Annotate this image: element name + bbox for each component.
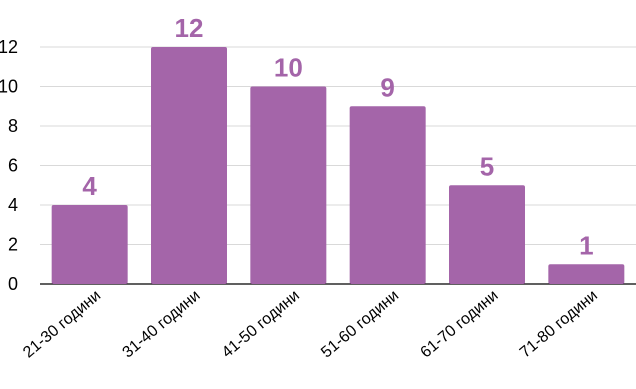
data-labels: 4 12 10 9 5 1 — [82, 13, 593, 260]
y-tick-label: 12 — [0, 37, 18, 57]
bar — [449, 185, 525, 284]
x-tick-label: 21-30 години — [20, 287, 104, 361]
x-tick-label: 61-70 години — [418, 287, 502, 361]
x-tick-label: 41-50 години — [219, 287, 303, 361]
y-tick-label: 6 — [8, 156, 18, 176]
data-label: 9 — [380, 72, 394, 102]
bar — [250, 86, 327, 284]
data-label: 1 — [579, 230, 593, 260]
x-tick-label: 31-40 години — [120, 287, 204, 361]
gridlines — [40, 46, 636, 285]
bar — [548, 264, 625, 284]
data-label: 10 — [274, 53, 303, 83]
x-tick-label: 51-60 години — [318, 287, 402, 361]
y-tick-label: 4 — [8, 195, 18, 215]
y-tick-label: 10 — [0, 77, 18, 97]
data-label: 4 — [82, 171, 97, 201]
bars — [51, 47, 625, 284]
bar — [51, 205, 128, 284]
y-tick-label: 2 — [8, 235, 18, 255]
y-axis-ticks: 0 2 4 6 8 10 12 — [0, 37, 18, 294]
x-tick-label: 71-80 години — [517, 287, 601, 361]
data-label: 5 — [480, 151, 494, 181]
bar — [349, 106, 426, 284]
data-label: 12 — [175, 13, 204, 43]
bar — [151, 47, 227, 284]
x-axis-labels: 21-30 години 31-40 години 41-50 години 51-6… — [20, 287, 601, 361]
y-tick-label: 8 — [8, 116, 18, 136]
y-tick-label: 0 — [8, 274, 18, 294]
